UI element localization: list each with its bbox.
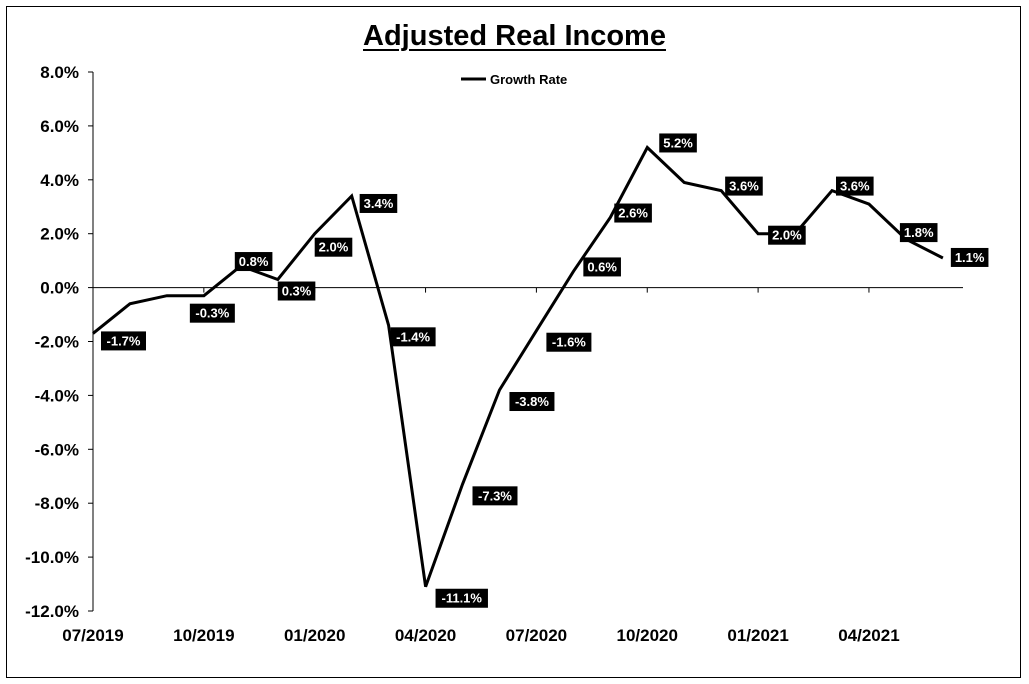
y-tick-label: 2.0%	[40, 225, 79, 244]
data-label: 5.2%	[663, 135, 693, 150]
legend-label: Growth Rate	[490, 72, 567, 87]
legend: Growth Rate	[461, 72, 567, 87]
x-tick-label: 07/2019	[62, 626, 123, 645]
data-label: 3.6%	[840, 179, 870, 194]
data-label-box	[899, 223, 938, 243]
data-label-box	[725, 176, 763, 196]
x-tick-label: 04/2021	[838, 626, 899, 645]
data-label-box	[390, 327, 436, 347]
tick-labels: 8.0% 6.0% 4.0% 2.0% 0.0% -2.0% -4.0% -6.0% -8.0%…	[25, 63, 900, 645]
data-label: -1.4%	[396, 329, 430, 344]
data-label: 0.8%	[239, 254, 269, 269]
series-line-growth-rate	[92, 145, 944, 588]
y-tick-label: 8.0%	[40, 63, 79, 82]
x-tick-label: 04/2020	[395, 626, 456, 645]
y-tick-label: -4.0%	[35, 386, 79, 405]
data-labels: -1.7% -0.3% 0.8% 0.3% 2.0% 3.4% -1.4% -11.1% -7.…	[101, 133, 989, 608]
data-label-box	[546, 332, 592, 352]
x-tick-label: 01/2021	[727, 626, 788, 645]
data-label: 3.4%	[364, 196, 394, 211]
x-tick-label: 07/2020	[506, 626, 567, 645]
series-layer	[92, 145, 944, 588]
x-tick-label: 01/2020	[284, 626, 345, 645]
y-tick-label: -2.0%	[35, 333, 79, 352]
axes	[88, 71, 963, 612]
data-label: 0.3%	[282, 284, 312, 299]
data-label: -11.1%	[442, 591, 483, 606]
data-label-box	[359, 193, 398, 213]
y-tick-label: 4.0%	[40, 171, 79, 190]
data-label-box	[435, 588, 488, 608]
data-label: -1.6%	[552, 335, 586, 350]
y-tick-label: -6.0%	[35, 440, 79, 459]
data-label: 0.6%	[587, 259, 617, 274]
data-label-box	[277, 281, 316, 301]
data-label-box	[509, 392, 555, 412]
x-tick-label: 10/2019	[173, 626, 234, 645]
data-label-box	[472, 486, 518, 506]
data-label: 3.6%	[729, 179, 759, 194]
data-label: -7.3%	[478, 488, 512, 503]
data-label: -1.7%	[107, 333, 141, 348]
y-tick-label: 0.0%	[40, 279, 79, 298]
chart-frame	[6, 6, 1021, 678]
data-label-box	[189, 303, 235, 323]
x-tick-label: 10/2020	[617, 626, 678, 645]
data-label-box	[659, 133, 697, 153]
y-tick-label: 6.0%	[40, 117, 79, 136]
data-label-box	[314, 237, 353, 257]
data-label: 1.8%	[904, 225, 934, 240]
y-tick-label: -8.0%	[35, 494, 79, 513]
chart-title: Adjusted Real Income	[363, 20, 666, 52]
data-label-box	[234, 252, 273, 272]
data-label-box	[768, 225, 806, 245]
data-label: 2.0%	[772, 228, 802, 243]
data-label-box	[950, 247, 989, 267]
data-label: 2.0%	[319, 240, 349, 255]
data-label: 2.6%	[618, 206, 648, 221]
data-label: -3.8%	[515, 394, 549, 409]
y-tick-label: -10.0%	[25, 548, 79, 567]
data-label-box	[614, 203, 652, 223]
y-tick-label: -12.0%	[25, 602, 79, 621]
data-label-box	[101, 331, 146, 351]
data-label-box	[836, 176, 874, 196]
data-label: -0.3%	[195, 306, 229, 321]
data-label: 1.1%	[955, 250, 985, 265]
data-label-box	[583, 257, 621, 277]
